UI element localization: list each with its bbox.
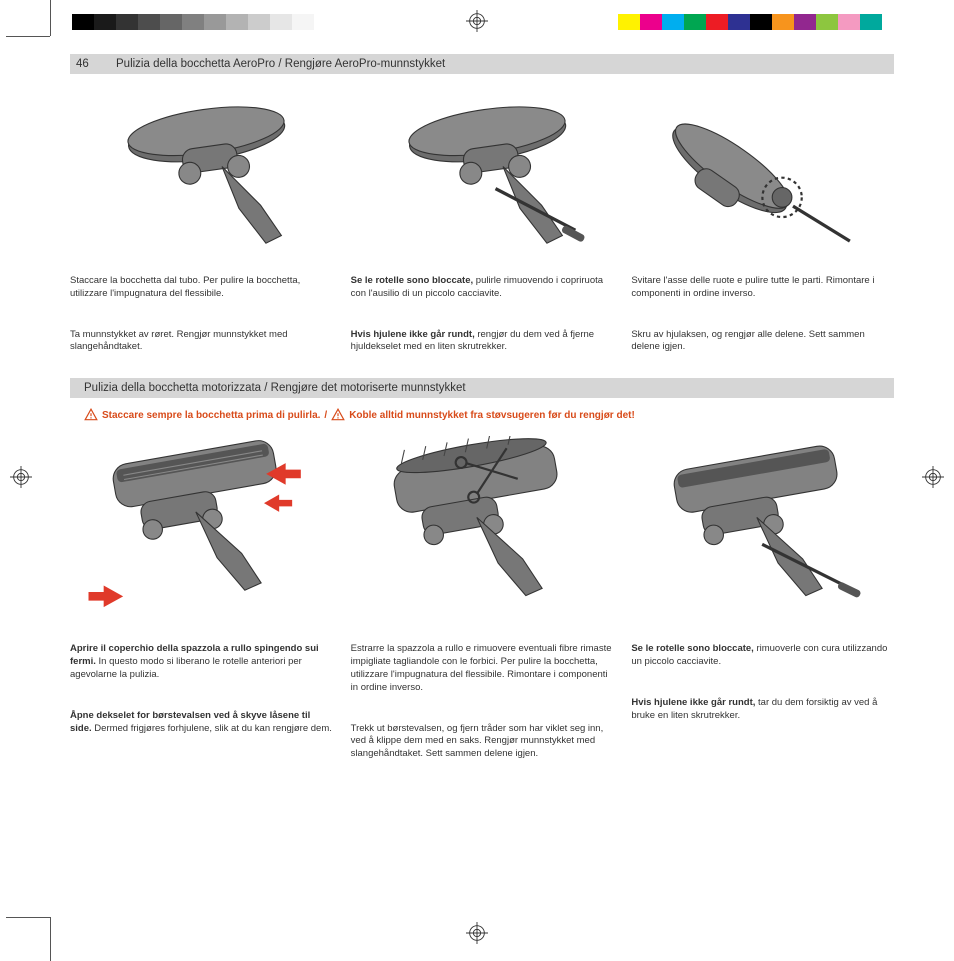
brush-roll-scissors-illustration (351, 436, 614, 631)
swatch (860, 14, 882, 30)
caption-it: Staccare la bocchetta dal tubo. Per puli… (70, 275, 333, 301)
page-number: 46 (76, 58, 104, 70)
nozzle-detach-illustration (70, 88, 333, 263)
warning-icon (331, 408, 345, 422)
swatch (816, 14, 838, 30)
swatch (292, 14, 314, 30)
registration-mark-icon (466, 10, 488, 32)
swatch (794, 14, 816, 30)
caption-it: Estrarre la spazzola a rullo e rimuovere… (351, 643, 614, 694)
instruction-cell: Estrarre la spazzola a rullo e rimuovere… (351, 436, 614, 761)
caption-no: Hvis hjulene ikke går rundt, rengjør du … (351, 329, 614, 355)
swatch (160, 14, 182, 30)
section-title: Pulizia della bocchetta motorizzata / Re… (84, 382, 466, 394)
swatch (772, 14, 794, 30)
instruction-cell: Se le rotelle sono bloccate, pulirle rim… (351, 88, 614, 354)
caption-it: Aprire il coperchio della spazzola a rul… (70, 643, 333, 681)
registration-mark-icon (466, 922, 488, 944)
section-header: 46 Pulizia della bocchetta AeroPro / Ren… (70, 54, 894, 74)
caption-no: Åpne dekselet for børstevalsen ved å sky… (70, 710, 333, 736)
instruction-cell: Se le rotelle sono bloccate, rimuoverle … (631, 436, 894, 761)
instruction-cell: Staccare la bocchetta dal tubo. Per puli… (70, 88, 333, 354)
section-title: Pulizia della bocchetta AeroPro / Rengjø… (116, 58, 445, 70)
swatch (706, 14, 728, 30)
caption-it: Se le rotelle sono bloccate, pulirle rim… (351, 275, 614, 301)
caption-it: Se le rotelle sono bloccate, rimuoverle … (631, 643, 894, 669)
swatch (204, 14, 226, 30)
caption-no: Trekk ut børstevalsen, og fjern tråder s… (351, 723, 614, 761)
caption-no: Hvis hjulene ikke går rundt, tar du dem … (631, 697, 894, 723)
warning-text: Staccare sempre la bocchetta prima di pu… (84, 408, 894, 422)
swatch (116, 14, 138, 30)
swatch (662, 14, 684, 30)
open-cover-illustration (70, 436, 333, 631)
swatch (640, 14, 662, 30)
swatch (248, 14, 270, 30)
caption-no: Skru av hjulaksen, og rengjør alle delen… (631, 329, 894, 355)
caption-no: Ta munnstykket av røret. Rengjør munnsty… (70, 329, 333, 355)
swatch (728, 14, 750, 30)
axle-unscrew-illustration (631, 88, 894, 263)
grayscale-calibration-bar (72, 14, 336, 30)
swatch (750, 14, 772, 30)
swatch (684, 14, 706, 30)
registration-mark-icon (922, 466, 944, 488)
warning-icon (84, 408, 98, 422)
swatch (182, 14, 204, 30)
remove-wheels-illustration (631, 436, 894, 631)
swatch (138, 14, 160, 30)
wheel-clean-illustration (351, 88, 614, 263)
swatch (72, 14, 94, 30)
swatch (314, 14, 336, 30)
instruction-cell: Svitare l'asse delle ruote e pulire tutt… (631, 88, 894, 354)
swatch (618, 14, 640, 30)
section-header: Pulizia della bocchetta motorizzata / Re… (70, 378, 894, 398)
swatch (226, 14, 248, 30)
instruction-cell: Aprire il coperchio della spazzola a rul… (70, 436, 333, 761)
page-content: 46 Pulizia della bocchetta AeroPro / Ren… (70, 54, 894, 894)
color-calibration-bar (618, 14, 882, 30)
registration-mark-icon (10, 466, 32, 488)
swatch (94, 14, 116, 30)
caption-it: Svitare l'asse delle ruote e pulire tutt… (631, 275, 894, 301)
swatch (838, 14, 860, 30)
swatch (270, 14, 292, 30)
